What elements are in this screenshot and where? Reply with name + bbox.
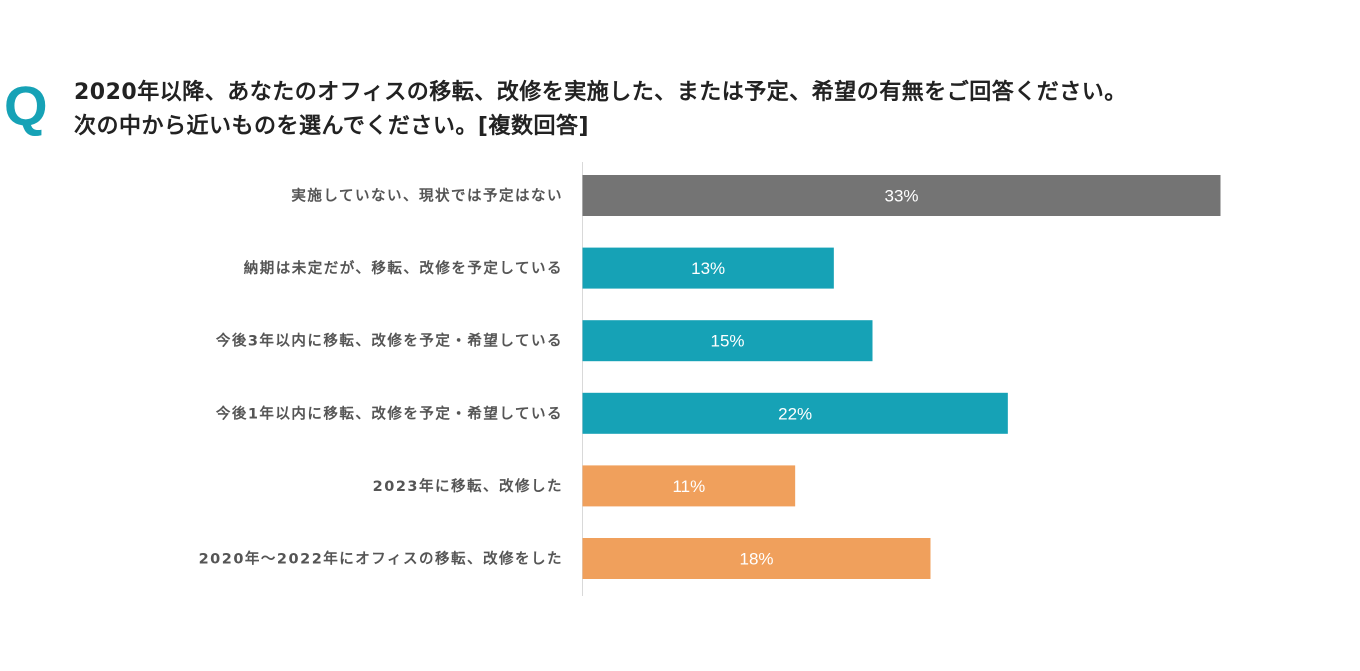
category-label-2: 今後3年以内に移転、改修を予定・希望している [215,332,563,350]
category-label-4: 2023年に移転、改修した [373,477,563,495]
bar-1 [582,247,834,289]
question-line-2: 次の中から近いものを選んでください。[複数回答] [74,114,590,139]
category-label-1: 納期は未定だが、移転、改修を予定している [244,259,563,277]
question-text: 2020年以降、あなたのオフィスの移転、改修を実施した、または予定、希望の有無を… [74,76,1344,144]
category-label-5: 2020年〜2022年にオフィスの移転、改修をした [199,550,563,568]
question-marker: Q [4,74,48,137]
bar-0 [582,175,1221,216]
bar-2 [582,320,873,362]
bar-value-label-5: 18% [739,550,773,569]
bar-5 [582,538,931,579]
bar-3 [582,392,1008,434]
bar-value-label-2: 15% [710,332,744,351]
category-label-0: 実施していない、現状では予定はない [291,187,563,205]
question-line-1: 2020年以降、あなたのオフィスの移転、改修を実施した、または予定、希望の有無を… [74,80,1127,105]
bar-value-label-0: 33% [884,187,918,206]
bar-value-label-3: 22% [778,404,812,423]
category-label-3: 今後1年以内に移転、改修を予定・希望している [215,404,563,422]
bar-4 [582,465,796,507]
bar-value-label-4: 11% [672,477,705,496]
bar-value-label-1: 13% [691,259,725,278]
